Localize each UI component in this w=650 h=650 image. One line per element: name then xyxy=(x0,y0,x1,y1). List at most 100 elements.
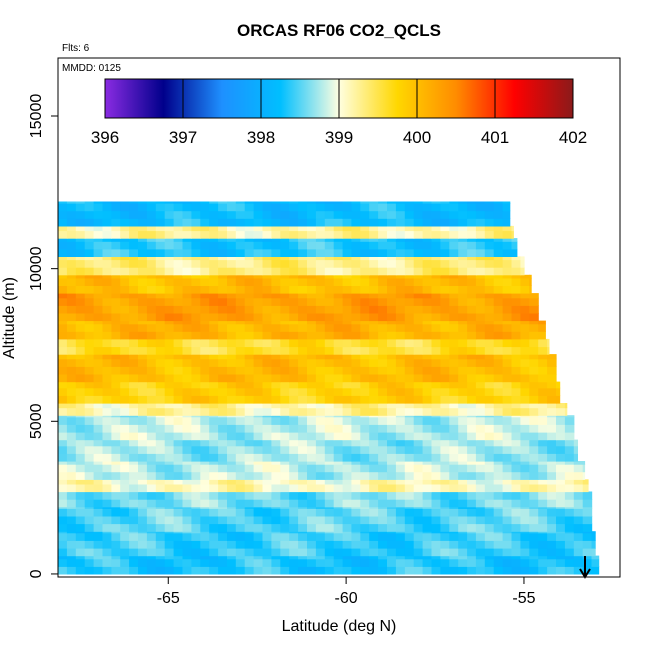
heatmap-cell xyxy=(431,415,441,418)
heatmap-cell xyxy=(502,323,513,332)
heatmap-cell xyxy=(378,225,388,232)
heatmap-cell xyxy=(280,381,290,389)
heatmap-cell xyxy=(484,203,495,212)
heatmap-cell xyxy=(378,210,388,219)
heatmap-cell xyxy=(475,267,486,276)
heatmap-cell xyxy=(58,387,68,396)
heatmap-cell xyxy=(253,331,264,340)
heatmap-cell xyxy=(547,338,550,348)
heatmap-cell xyxy=(395,479,406,485)
heatmap-cell xyxy=(262,566,272,575)
heatmap-cell xyxy=(538,320,546,325)
heatmap-cell xyxy=(218,277,228,286)
heatmap-cell xyxy=(333,374,344,383)
heatmap-cell xyxy=(173,267,184,276)
heatmap-cell xyxy=(280,555,290,560)
heatmap-cell xyxy=(493,323,504,332)
heatmap-cell xyxy=(66,285,77,294)
heatmap-cell xyxy=(235,403,246,409)
heatmap-cell xyxy=(351,483,361,493)
heatmap-cell xyxy=(511,415,521,418)
heatmap-cell xyxy=(315,555,326,560)
heatmap-cell xyxy=(324,210,335,219)
heatmap-cell xyxy=(307,453,317,462)
heatmap-cell xyxy=(475,416,486,425)
heatmap-cell xyxy=(75,338,86,348)
heatmap-cell xyxy=(511,403,521,409)
heatmap-cell xyxy=(235,256,246,261)
heatmap-cell xyxy=(413,259,424,268)
heatmap-cell xyxy=(573,453,578,462)
heatmap-cell xyxy=(164,403,175,409)
heatmap-cell xyxy=(244,381,255,389)
heatmap-cell xyxy=(102,453,112,462)
heatmap-cell xyxy=(227,506,237,509)
heatmap-cell xyxy=(262,358,272,367)
heatmap-cell xyxy=(235,354,246,360)
heatmap-cell xyxy=(120,201,130,204)
heatmap-cell xyxy=(182,515,192,525)
heatmap-cell xyxy=(307,523,317,532)
heatmap-cell xyxy=(324,407,335,416)
heatmap-cell xyxy=(458,395,468,404)
heatmap-cell xyxy=(244,230,255,239)
heatmap-cell xyxy=(262,445,272,454)
heatmap-cell xyxy=(475,256,486,261)
heatmap-cell xyxy=(378,548,388,557)
heatmap-cell xyxy=(235,439,246,447)
heatmap-cell xyxy=(138,506,148,509)
heatmap-cell xyxy=(449,558,459,567)
heatmap-cell xyxy=(475,515,486,525)
heatmap-cell xyxy=(289,540,299,549)
heatmap-cell xyxy=(173,471,184,480)
heatmap-cell xyxy=(253,508,264,517)
heatmap-cell xyxy=(458,403,468,409)
heatmap-cell xyxy=(511,453,521,462)
heatmap-cell xyxy=(102,323,112,332)
heatmap-cell xyxy=(449,387,459,396)
heatmap-cell xyxy=(475,230,486,239)
heatmap-cell xyxy=(449,395,459,404)
heatmap-cell xyxy=(164,508,175,517)
heatmap-cell xyxy=(253,358,264,367)
heatmap-cell xyxy=(395,238,406,242)
heatmap-cell xyxy=(395,515,406,525)
heatmap-cell xyxy=(200,508,210,517)
heatmap-cell xyxy=(360,277,370,286)
heatmap-cell xyxy=(564,531,575,534)
heatmap-cell xyxy=(253,366,264,375)
heatmap-cell xyxy=(324,203,335,212)
heatmap-cell xyxy=(253,523,264,532)
heatmap-cell xyxy=(547,558,557,567)
heatmap-cell xyxy=(573,515,584,525)
heatmap-cell xyxy=(102,523,112,532)
heatmap-cell xyxy=(315,471,326,480)
heatmap-cell xyxy=(395,407,406,416)
heatmap-cell xyxy=(538,566,548,575)
heatmap-cell xyxy=(440,203,450,212)
heatmap-cell xyxy=(155,395,166,404)
heatmap-cell xyxy=(182,566,192,575)
heatmap-cell xyxy=(102,277,112,286)
heatmap-cell xyxy=(129,210,139,219)
heatmap-cell xyxy=(360,453,370,462)
heatmap-cell xyxy=(182,354,192,360)
heatmap-cell xyxy=(475,483,486,493)
heatmap-cell xyxy=(351,416,361,425)
heatmap-cell xyxy=(493,432,504,441)
heatmap-cell xyxy=(75,531,86,534)
heatmap-cell xyxy=(484,354,495,360)
heatmap-cell xyxy=(307,374,317,383)
heatmap-cell xyxy=(227,387,237,396)
heatmap-cell xyxy=(591,555,600,560)
heatmap-cell xyxy=(360,395,370,404)
heatmap-cell xyxy=(422,461,433,465)
heatmap-cell xyxy=(564,461,575,465)
heatmap-cell xyxy=(173,407,184,416)
heatmap-cell xyxy=(200,453,210,462)
heatmap-cell xyxy=(129,381,139,389)
heatmap-cell xyxy=(138,531,148,534)
heatmap-cell xyxy=(458,248,468,257)
heatmap-cell xyxy=(146,508,157,517)
heatmap-cell xyxy=(120,259,130,268)
